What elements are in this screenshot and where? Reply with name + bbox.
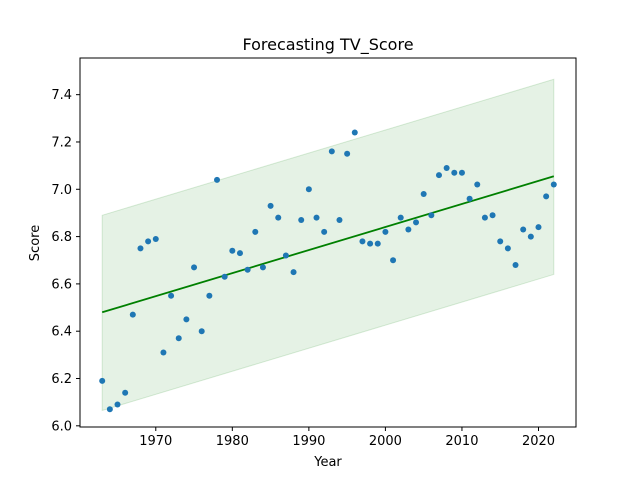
y-tick-label: 7.0 xyxy=(51,183,72,198)
data-point xyxy=(175,335,182,342)
data-point xyxy=(183,316,190,323)
data-point xyxy=(397,214,404,221)
data-point xyxy=(275,214,282,221)
data-point xyxy=(443,164,450,171)
data-point xyxy=(122,389,129,396)
data-point xyxy=(481,214,488,221)
data-point xyxy=(129,311,136,318)
data-point xyxy=(351,129,358,136)
x-tick-label: 1990 xyxy=(292,434,325,449)
data-point xyxy=(344,150,351,157)
data-point xyxy=(206,292,213,299)
data-point xyxy=(367,240,374,247)
data-point xyxy=(259,264,266,271)
data-points-layer xyxy=(99,129,557,413)
data-point xyxy=(145,238,152,245)
x-axis-label: Year xyxy=(313,455,342,470)
x-tick-label: 2010 xyxy=(445,434,478,449)
data-point xyxy=(413,219,420,226)
data-point xyxy=(550,181,557,188)
data-point xyxy=(267,202,274,209)
data-point xyxy=(298,217,305,224)
data-point xyxy=(106,406,113,413)
data-point xyxy=(359,238,366,245)
plot-frame xyxy=(79,57,577,428)
data-point xyxy=(504,245,511,252)
chart-title: Forecasting TV_Score xyxy=(242,35,413,55)
data-point xyxy=(321,228,328,235)
x-tick-label: 2020 xyxy=(522,434,555,449)
data-point xyxy=(236,250,243,257)
data-point xyxy=(428,212,435,219)
data-point xyxy=(290,269,297,276)
x-tick-label: 1970 xyxy=(139,434,172,449)
data-point xyxy=(214,176,221,183)
data-point xyxy=(252,228,259,235)
data-point xyxy=(152,235,159,242)
data-point xyxy=(244,266,251,273)
y-tick-label: 6.2 xyxy=(51,372,72,387)
data-point xyxy=(282,252,289,259)
data-point xyxy=(458,169,465,176)
data-point xyxy=(198,328,205,335)
y-tick-label: 7.2 xyxy=(51,135,72,150)
data-point xyxy=(390,257,397,264)
data-point xyxy=(420,191,427,198)
y-ticks: 6.0 6.2 6.4 6.6 6.8 7.0 7.2 7.4 xyxy=(51,88,80,434)
data-point xyxy=(474,181,481,188)
data-point xyxy=(229,247,236,254)
y-tick-label: 6.8 xyxy=(51,230,72,245)
y-axis-label: Score xyxy=(28,225,43,261)
data-point xyxy=(114,401,121,408)
data-point xyxy=(305,186,312,193)
x-tick-label: 2000 xyxy=(369,434,402,449)
x-ticks: 1970 1980 1990 2000 2010 2020 xyxy=(139,427,555,449)
data-point xyxy=(543,193,550,200)
y-tick-label: 7.4 xyxy=(51,88,72,103)
data-point xyxy=(374,240,381,247)
trend-line xyxy=(101,175,555,314)
data-point xyxy=(168,292,175,299)
trend-line-layer xyxy=(101,175,555,314)
data-point xyxy=(535,224,542,231)
y-tick-label: 6.4 xyxy=(51,325,72,340)
data-point xyxy=(382,228,389,235)
data-point xyxy=(405,226,412,233)
data-point xyxy=(313,214,320,221)
data-point xyxy=(221,273,228,280)
data-point xyxy=(160,349,167,356)
data-point xyxy=(191,264,198,271)
data-point xyxy=(489,212,496,219)
data-point xyxy=(520,226,527,233)
data-point xyxy=(466,195,473,202)
data-point xyxy=(527,233,534,240)
y-tick-label: 6.0 xyxy=(51,419,72,434)
data-point xyxy=(451,169,458,176)
data-point xyxy=(99,377,106,384)
data-point xyxy=(336,217,343,224)
data-point xyxy=(137,245,144,252)
y-tick-label: 6.6 xyxy=(51,277,72,292)
data-point xyxy=(435,172,442,179)
x-tick-label: 1980 xyxy=(216,434,249,449)
data-point xyxy=(512,261,519,268)
data-point xyxy=(497,238,504,245)
data-point xyxy=(328,148,335,155)
